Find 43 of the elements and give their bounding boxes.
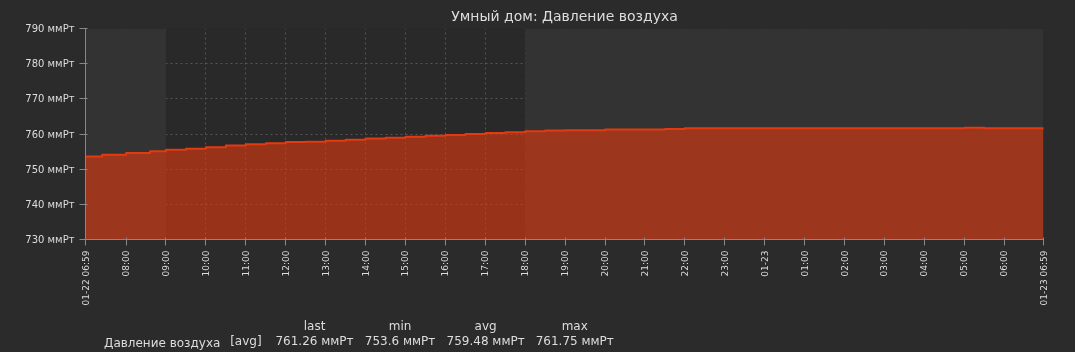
text: 759.48 ммРт xyxy=(446,333,525,348)
x-tick-label: 08:00 xyxy=(121,250,132,277)
x-tick-label: 19:00 xyxy=(560,250,571,277)
x-tick-label: 12:00 xyxy=(280,250,291,277)
x-tick-label: 01-23 xyxy=(759,250,770,277)
x-tick-label: 15:00 xyxy=(400,250,411,277)
x-tick-label: 01:00 xyxy=(799,250,810,277)
text: avg xyxy=(474,318,497,333)
y-tick-label: 750 ммРт xyxy=(25,163,75,175)
y-tick-label: 740 ммРт xyxy=(25,198,75,210)
y-tick-label: 780 ммРт xyxy=(25,58,75,70)
y-tick-label: 770 ммРт xyxy=(25,93,75,105)
x-tick-label: 20:00 xyxy=(600,250,611,277)
x-tick-label: 05:00 xyxy=(959,250,970,277)
text: max xyxy=(561,318,588,333)
x-tick-label: 06:00 xyxy=(999,250,1010,277)
x-tick-label: 13:00 xyxy=(320,250,331,277)
text: [avg] xyxy=(230,333,262,348)
x-tick-label: 14:00 xyxy=(360,250,371,277)
text: min xyxy=(388,318,412,333)
text: Давление воздуха xyxy=(104,336,221,350)
x-tick-label: 17:00 xyxy=(480,250,491,277)
x-tick-label: 16:00 xyxy=(440,250,451,277)
x-tick-label: 18:00 xyxy=(520,250,531,277)
chart-title: Умный дом: Давление воздуха xyxy=(451,7,678,24)
x-tick-label: 01-23 06:59 xyxy=(1038,250,1049,306)
y-tick-label: 730 ммРт xyxy=(25,234,75,245)
x-tick-label: 23:00 xyxy=(719,250,730,277)
text: last xyxy=(303,318,326,333)
y-tick-label: 760 ммРт xyxy=(25,128,75,140)
text: 761.75 ммРт xyxy=(535,333,614,348)
x-tick-label: 02:00 xyxy=(839,250,850,277)
x-tick-label: 03:00 xyxy=(879,250,890,277)
x-tick-label: 01-22 06:59 xyxy=(80,250,91,306)
x-tick-label: 21:00 xyxy=(640,250,650,277)
x-tick-label: 09:00 xyxy=(161,250,171,277)
text: 761.26 ммРт xyxy=(275,333,354,348)
x-tick-label: 10:00 xyxy=(200,250,211,277)
text: 753.6 ммРт xyxy=(364,333,436,348)
x-tick-label: 04:00 xyxy=(919,250,930,277)
y-tick-label: 790 ммРт xyxy=(25,23,75,34)
x-tick-label: 22:00 xyxy=(679,250,690,277)
x-tick-label: 11:00 xyxy=(240,250,251,277)
